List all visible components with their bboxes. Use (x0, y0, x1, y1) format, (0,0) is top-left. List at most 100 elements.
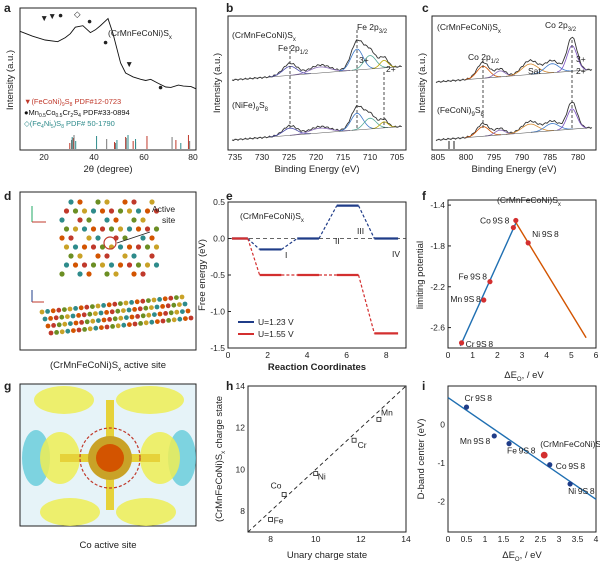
d-slab-atom-2-17 (140, 313, 146, 319)
h-xtick-0: 8 (268, 534, 273, 544)
d-atom-7 (63, 208, 70, 214)
h-ref-line (247, 385, 407, 533)
f-point-label-3: Co 9S 8 (480, 216, 510, 226)
h-xtick-2: 12 (356, 534, 366, 544)
d-slab-atom-2-11 (107, 317, 112, 322)
d-slab-atom-1-3 (59, 314, 65, 320)
d-slab-atom-2-18 (146, 312, 152, 318)
d-atom-39 (95, 235, 101, 241)
d-slab-atom-1-24 (177, 302, 182, 307)
g-lobe-top-left (34, 386, 94, 414)
d-slab-atom-1-14 (121, 308, 126, 313)
f-xlabel: ΔEO, / eV (504, 370, 544, 383)
d-atom-24 (140, 217, 146, 223)
c-xlabel: Binding Energy (eV) (471, 164, 556, 175)
e-ytick-4: 0.5 (213, 197, 225, 207)
h-xtick-3: 14 (401, 534, 411, 544)
a-xtick-20: 20 (39, 152, 49, 162)
panel-a-xrd-curve (19, 17, 197, 90)
panel-h: h 8 10 12 14 8 10 12 14 Fe Co Ni Cr Mn Unary charge … (214, 379, 411, 561)
c-sample-1: (CrMnFeCoNi)Sx (437, 22, 501, 35)
b-peak-fe2p32: Fe 2p3/2 (357, 22, 388, 35)
f-point-label-2: Fe 9S 8 (458, 272, 487, 282)
panel-c-label: c (422, 1, 429, 15)
e-ylabel: Free energy (eV) (197, 239, 208, 311)
b-xtick-705: 705 (390, 152, 404, 162)
d-atom-74 (77, 271, 83, 277)
panel-h-charge-scatter: 8 10 12 14 8 10 12 14 Fe Co Ni Cr Mn (236, 381, 411, 544)
d-slab-atom-0-6 (73, 306, 78, 311)
a-xlabel: 2θ (degree) (83, 164, 132, 175)
b-xtick-725: 725 (282, 152, 296, 162)
a-legend-2: ●Mn0.5Co0.5Cr2S4 PDF#33-0894 (24, 108, 130, 119)
d-atom-11 (99, 208, 106, 214)
h-point-3 (351, 437, 357, 443)
d-slab-atom-0-3 (56, 307, 62, 313)
d-slab-atom-1-13 (115, 308, 121, 314)
f-point-label-1: Mn 9S 8 (450, 294, 481, 304)
d-atom-58 (104, 253, 110, 259)
d-atom-34 (144, 226, 151, 232)
b-baseline-2 (231, 126, 403, 141)
d-atom-72 (153, 262, 160, 268)
d-slab-atom-3-25 (188, 315, 194, 321)
d-slab-atom-0-15 (123, 300, 129, 306)
f-point-5 (525, 240, 531, 246)
d-slab-atom-2-5 (73, 320, 79, 326)
d-atom-71 (144, 262, 151, 268)
g-co-atom (96, 444, 124, 472)
e-ytick-0: -1.5 (210, 343, 225, 353)
d-slab-atom-1-23 (171, 302, 177, 308)
a-marker-2: ▼ (48, 11, 56, 21)
b-ylabel: Intensity (a.u.) (212, 53, 223, 113)
d-atom-17 (153, 208, 160, 214)
d-atom-75 (86, 271, 92, 277)
d-slab-atom-2-14 (124, 315, 129, 320)
a-ylabel: Intensity (a.u.) (5, 50, 16, 110)
d-slab-atom-0-21 (157, 297, 163, 302)
d-slab-atom-3-21 (166, 318, 172, 323)
e-link-0-1 (281, 238, 298, 250)
e-legend-1: U=1.23 V (258, 317, 294, 327)
d-atom-60 (131, 253, 137, 259)
panel-i-label: i (422, 379, 425, 393)
d-slab-atom-0-18 (140, 298, 146, 304)
d-slab-atom-0-17 (134, 299, 140, 305)
d-atom-4 (122, 199, 128, 205)
d-slab-atom-1-2 (53, 315, 59, 321)
f-point-2 (487, 279, 493, 285)
i-xtick-8: 4 (594, 534, 599, 544)
i-xtick-7: 3.5 (572, 534, 584, 544)
i-point-label-1: Mn 9S 8 (460, 436, 491, 446)
e-xlabel: Reaction Coordinates (268, 362, 366, 373)
d-slab-atom-0-12 (106, 302, 112, 308)
i-point-label-3: (CrMnFeCoNi)Sx (540, 439, 600, 449)
i-point-label-2: Fe 9S 8 (507, 446, 536, 456)
d-atom-31 (117, 226, 124, 232)
d-atom-46 (81, 244, 88, 250)
d-slab-atom-1-10 (98, 310, 104, 316)
d-slab-atom-1-7 (81, 312, 87, 318)
d-atom-33 (135, 226, 142, 232)
d-slab-atom-2-25 (185, 308, 191, 314)
i-point-label-5: Ni 9S 8 (568, 486, 595, 496)
d-atom-62 (63, 262, 70, 268)
d-atom-13 (117, 208, 124, 214)
c-component-1-2 (505, 63, 555, 77)
panel-i-dband-scatter: 0 0.5 1 1.5 2 2.5 3 3.5 4 -2 -1 0 Cr 9S 8 Mn 9S 8 Fe 9… (437, 393, 600, 544)
d-atom-9 (81, 208, 88, 214)
d-slab-atom-1-25 (182, 301, 188, 307)
c-ox-3plus: 3+ (576, 54, 586, 64)
c-baseline-2 (435, 127, 593, 141)
d-atom-1 (77, 199, 83, 205)
i-point-5 (567, 481, 573, 487)
i-point-0 (463, 404, 470, 410)
h-xlabel: Unary charge state (287, 550, 367, 561)
f-point-3 (510, 224, 516, 231)
d-slab-atom-3-9 (99, 325, 104, 330)
h-point-4 (376, 416, 382, 422)
d-atom-28 (90, 226, 97, 232)
d-atom-44 (63, 244, 70, 250)
d-atom-54 (153, 244, 160, 250)
d-atom-25 (63, 226, 70, 232)
